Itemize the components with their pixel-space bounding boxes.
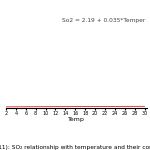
Text: Figure (11): SO₂ relationship with temperature and their correlation: Figure (11): SO₂ relationship with tempe… (0, 145, 150, 150)
X-axis label: Temp: Temp (68, 117, 85, 122)
Text: So2 = 2.19 + 0.035*Temper: So2 = 2.19 + 0.035*Temper (62, 18, 146, 22)
